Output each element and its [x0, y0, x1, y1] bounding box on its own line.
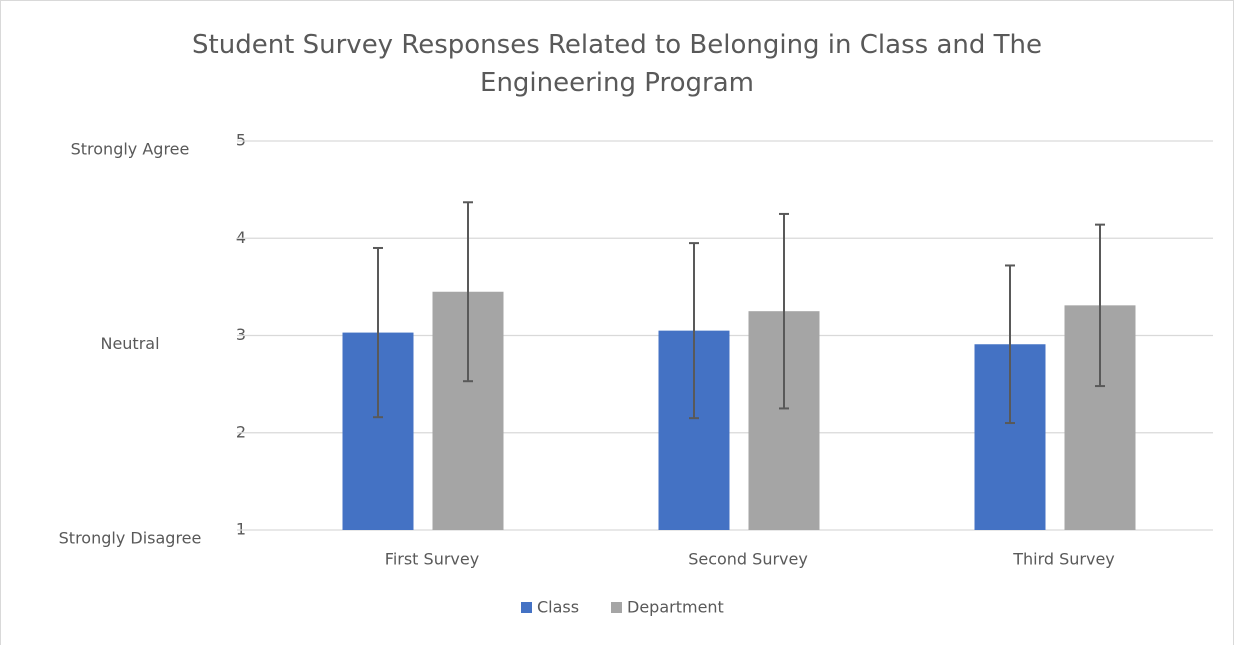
y-annotation: Neutral	[100, 334, 159, 353]
chart-title: Student Survey Responses Related to Belo…	[192, 30, 1042, 98]
y-tick-label: 4	[236, 228, 246, 247]
y-annotation: Strongly Disagree	[59, 529, 202, 548]
legend-swatch	[521, 602, 532, 613]
legend-swatch	[611, 602, 622, 613]
legend-label: Department	[627, 598, 724, 617]
x-tick-label: First Survey	[385, 550, 479, 569]
y-tick-label: 1	[236, 520, 246, 539]
legend-label: Class	[537, 598, 579, 617]
y-tick-label: 3	[236, 325, 246, 344]
y-annotation: Strongly Agree	[71, 140, 190, 159]
x-tick-label: Second Survey	[688, 550, 808, 569]
x-tick-label: Third Survey	[1012, 550, 1115, 569]
y-tick-label: 5	[236, 131, 246, 150]
y-tick-label: 2	[236, 422, 246, 441]
